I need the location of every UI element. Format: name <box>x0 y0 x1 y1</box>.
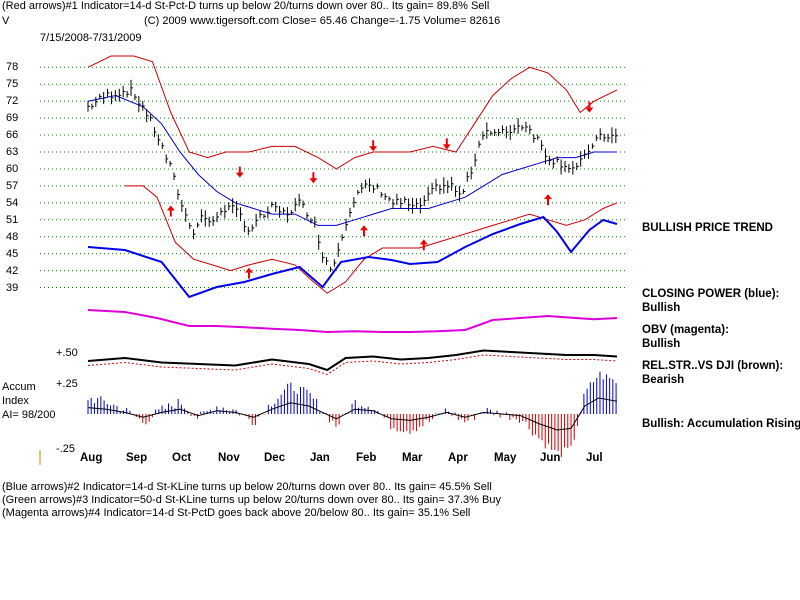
accum-status: Bullish: Accumulation Rising <box>642 418 800 430</box>
y-tick-label: 78 <box>6 61 19 74</box>
obv-line <box>87 309 618 334</box>
y-tick-label: 42 <box>6 264 19 277</box>
closing-power-status: Bullish <box>642 302 681 314</box>
sell-arrow-head <box>235 172 244 178</box>
relstr-line <box>87 349 618 372</box>
sell-arrow-head <box>442 144 451 150</box>
month-label: Jul <box>586 452 603 464</box>
date-range: 7/15/2008-7/31/2009 <box>40 32 142 44</box>
sell-arrow-head <box>585 107 594 113</box>
month-label: Aug <box>80 452 103 464</box>
y-tick-label: 45 <box>6 247 19 260</box>
header-line-2: (C) 2009 www.tigersoft.com Close= 65.46 … <box>144 15 501 27</box>
month-label: Jan <box>310 452 330 464</box>
accum-index-title: Index <box>2 395 29 407</box>
accum-level-plus25: +.25 <box>56 378 78 390</box>
obv-status: Bullish <box>642 338 681 350</box>
footer-line-3: (Magenta arrows)#4 Indicator=14-d St-Pct… <box>2 507 471 519</box>
lower-band-line <box>124 185 618 294</box>
buy-arrow-head <box>360 225 368 231</box>
footer-line-2: (Green arrows)#3 Indicator=50-d St-KLine… <box>2 494 501 506</box>
month-label: Feb <box>356 452 377 464</box>
y-tick-label: 57 <box>6 179 19 192</box>
buy-arrow-head <box>245 267 253 273</box>
y-tick-label: 72 <box>6 95 19 108</box>
obv-title: OBV (magenta): <box>642 324 729 336</box>
buy-arrow-head <box>544 194 552 200</box>
accum-level-plus50: +.50 <box>56 347 78 359</box>
y-tick-label: 63 <box>6 146 19 158</box>
volume-axis-label: V <box>2 15 10 27</box>
closing-power-line <box>87 215 618 299</box>
relstr-title: REL.STR..VS DJI (brown): <box>642 360 784 372</box>
y-tick-label: 60 <box>6 162 19 175</box>
y-tick-label: 69 <box>6 112 19 125</box>
relstr-status: Bearish <box>642 374 685 386</box>
y-tick-label: 54 <box>6 196 19 209</box>
month-label: Oct <box>172 452 192 464</box>
month-label: Jun <box>540 452 561 464</box>
month-label: Dec <box>264 452 286 464</box>
footer-line-1: (Blue arrows)#2 Indicator=14-d St-KLine … <box>2 481 492 493</box>
month-label: May <box>494 452 517 464</box>
moving-average-line <box>87 94 617 226</box>
upper-band-line <box>87 55 618 170</box>
y-tick-label: 39 <box>6 281 19 294</box>
closing-power-title: CLOSING POWER (blue): <box>642 288 780 300</box>
sell-arrow-head <box>369 146 378 152</box>
month-label: Nov <box>218 452 240 464</box>
accum-level-minus25: -.25 <box>56 443 75 455</box>
accum-ma-line <box>87 397 618 431</box>
y-tick-label: 75 <box>6 78 19 91</box>
month-label: Mar <box>402 452 423 464</box>
accum-ai-value: AI= 98/200 <box>2 409 56 421</box>
relstr-ma-line <box>87 354 618 376</box>
buy-arrow-head <box>166 205 175 211</box>
y-tick-label: 51 <box>6 213 19 226</box>
y-tick-label: 48 <box>6 230 19 243</box>
month-label: Apr <box>448 452 468 464</box>
y-tick-label: 66 <box>6 129 19 142</box>
month-label: Sep <box>126 452 148 464</box>
trend-label: BULLISH PRICE TREND <box>642 222 773 234</box>
sell-arrow-head <box>309 178 318 184</box>
buy-arrow-head <box>419 239 428 245</box>
header-line-1: (Red arrows)#1 Indicator=14-d St-Pct-D t… <box>2 0 490 12</box>
accum-title: Accum <box>2 381 36 393</box>
